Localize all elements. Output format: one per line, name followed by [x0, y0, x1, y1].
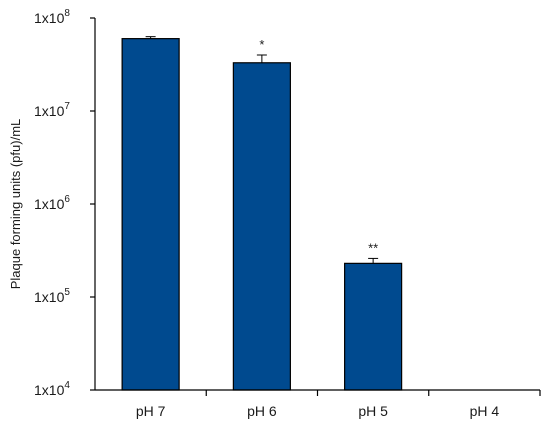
significance-marker: * [259, 37, 264, 52]
x-tick-label: pH 4 [470, 403, 500, 419]
x-tick-label: pH 7 [136, 403, 166, 419]
y-tick-exponent: 7 [64, 101, 70, 112]
y-tick-mantissa: 1x10 [34, 10, 65, 26]
y-tick-label: 1x108 [34, 8, 70, 26]
y-tick-exponent: 4 [64, 380, 70, 391]
bars [121, 38, 403, 391]
error-bars [145, 36, 379, 264]
y-tick-mantissa: 1x10 [34, 382, 65, 398]
y-tick-label: 1x106 [34, 194, 70, 212]
y-tick-mantissa: 1x10 [34, 196, 65, 212]
bar-ph-5 [344, 262, 403, 391]
y-tick-exponent: 6 [64, 194, 70, 205]
bar-ph-7 [121, 38, 180, 391]
y-tick-mantissa: 1x10 [34, 289, 65, 305]
x-tick-label: pH 5 [358, 403, 388, 419]
y-tick-mantissa: 1x10 [34, 103, 65, 119]
significance-marker: ** [368, 240, 378, 255]
y-tick-label: 1x105 [34, 287, 70, 305]
y-axis-label: Plaque forming units (pfu)/mL [8, 119, 23, 290]
bar-ph-6 [232, 62, 291, 391]
significance-markers: *** [259, 37, 378, 255]
y-tick-label: 1x107 [34, 101, 70, 119]
x-tick-label: pH 6 [247, 403, 277, 419]
y-tick-exponent: 5 [64, 287, 70, 298]
x-axis-categories: pH 7 pH 6 pH 5 pH 4 [136, 390, 541, 419]
y-tick-exponent: 8 [64, 8, 70, 19]
y-tick-label: 1x104 [34, 380, 70, 398]
